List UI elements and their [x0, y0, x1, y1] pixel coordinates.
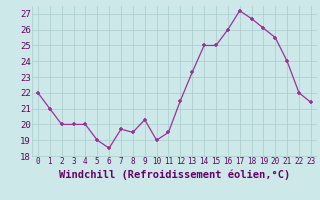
- X-axis label: Windchill (Refroidissement éolien,°C): Windchill (Refroidissement éolien,°C): [59, 169, 290, 180]
